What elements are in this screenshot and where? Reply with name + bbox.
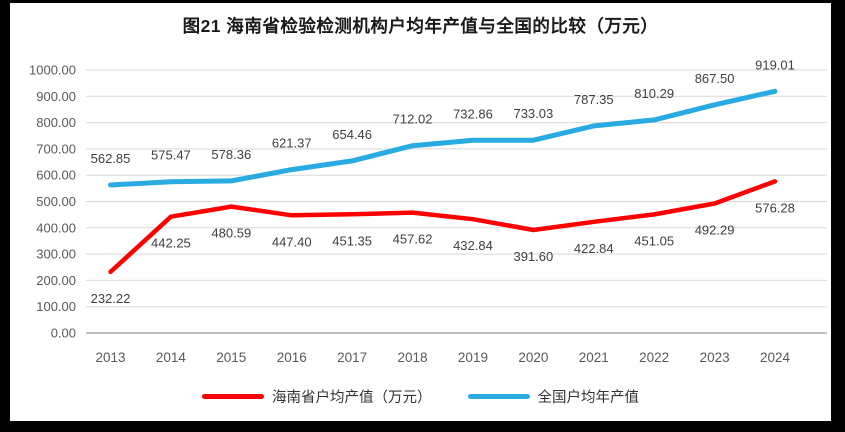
legend-item-hainan: 海南省户均产值（万元） [202, 386, 432, 407]
data-label: 432.84 [453, 238, 493, 253]
data-label: 457.62 [393, 232, 433, 247]
data-label: 492.29 [695, 223, 735, 238]
x-axis-tick-label: 2016 [277, 350, 307, 365]
national-line-swatch [467, 393, 530, 399]
data-label: 576.28 [755, 200, 795, 215]
hainan-line-swatch [202, 393, 264, 399]
series-line-hainan [108, 179, 778, 275]
x-axis-tick-label: 2024 [760, 350, 791, 365]
y-axis-tick-label: 100.00 [36, 299, 76, 314]
x-axis-tick-label: 2018 [398, 350, 428, 365]
chart-title: 图21 海南省检验检测机构户均年产值与全国的比较（万元） [182, 16, 659, 36]
x-axis-tick-label: 2019 [458, 350, 488, 365]
chart-legend: 海南省户均产值（万元） 全国户均年产值 [10, 384, 831, 408]
x-axis-tick-label: 2020 [518, 350, 548, 365]
y-axis-tick-label: 200.00 [36, 273, 76, 288]
data-label: 480.59 [211, 226, 251, 241]
legend-item-national: 全国户均年产值 [467, 386, 640, 407]
data-label: 562.85 [91, 151, 131, 166]
x-axis-tick-label: 2015 [216, 350, 246, 365]
data-label: 442.25 [151, 236, 191, 251]
data-label: 232.22 [91, 291, 131, 306]
data-label: 621.37 [272, 136, 312, 151]
x-axis-tick-label: 2021 [579, 350, 609, 365]
data-label: 712.02 [393, 112, 433, 127]
data-label: 391.60 [513, 249, 553, 264]
y-axis-tick-label: 0.00 [51, 326, 76, 341]
y-axis-tick-label: 600.00 [36, 168, 76, 183]
data-label: 451.05 [634, 233, 674, 248]
data-label: 733.03 [513, 106, 553, 121]
data-label: 447.40 [272, 234, 312, 249]
legend-label-hainan: 海南省户均产值（万元） [272, 389, 432, 406]
y-axis-tick-label: 400.00 [36, 220, 76, 235]
data-label: 422.84 [574, 241, 614, 256]
data-label: 787.35 [574, 92, 614, 107]
y-axis-tick-label: 300.00 [36, 247, 76, 262]
data-label: 654.46 [332, 127, 372, 142]
y-axis-tick-label: 800.00 [36, 115, 76, 130]
x-axis-tick-label: 2023 [700, 350, 730, 365]
y-axis-tick-label: 700.00 [36, 141, 76, 156]
data-label: 578.36 [211, 147, 251, 162]
data-label: 919.01 [755, 57, 795, 72]
series-line-national [108, 88, 778, 188]
x-axis-tick-label: 2014 [156, 350, 187, 365]
data-label: 810.29 [634, 86, 674, 101]
y-axis-tick-label: 900.00 [36, 89, 76, 104]
data-label: 451.35 [332, 233, 372, 248]
x-axis-tick-label: 2017 [337, 350, 367, 365]
x-axis-tick-label: 2013 [95, 350, 125, 365]
data-label: 575.47 [151, 148, 191, 163]
legend-label-national: 全国户均年产值 [537, 389, 640, 406]
y-axis-tick-label: 500.00 [36, 194, 76, 209]
data-label: 867.50 [695, 71, 735, 86]
data-label: 732.86 [453, 106, 493, 121]
y-axis-tick-label: 1000.00 [29, 63, 76, 78]
x-axis-tick-label: 2022 [639, 350, 669, 365]
